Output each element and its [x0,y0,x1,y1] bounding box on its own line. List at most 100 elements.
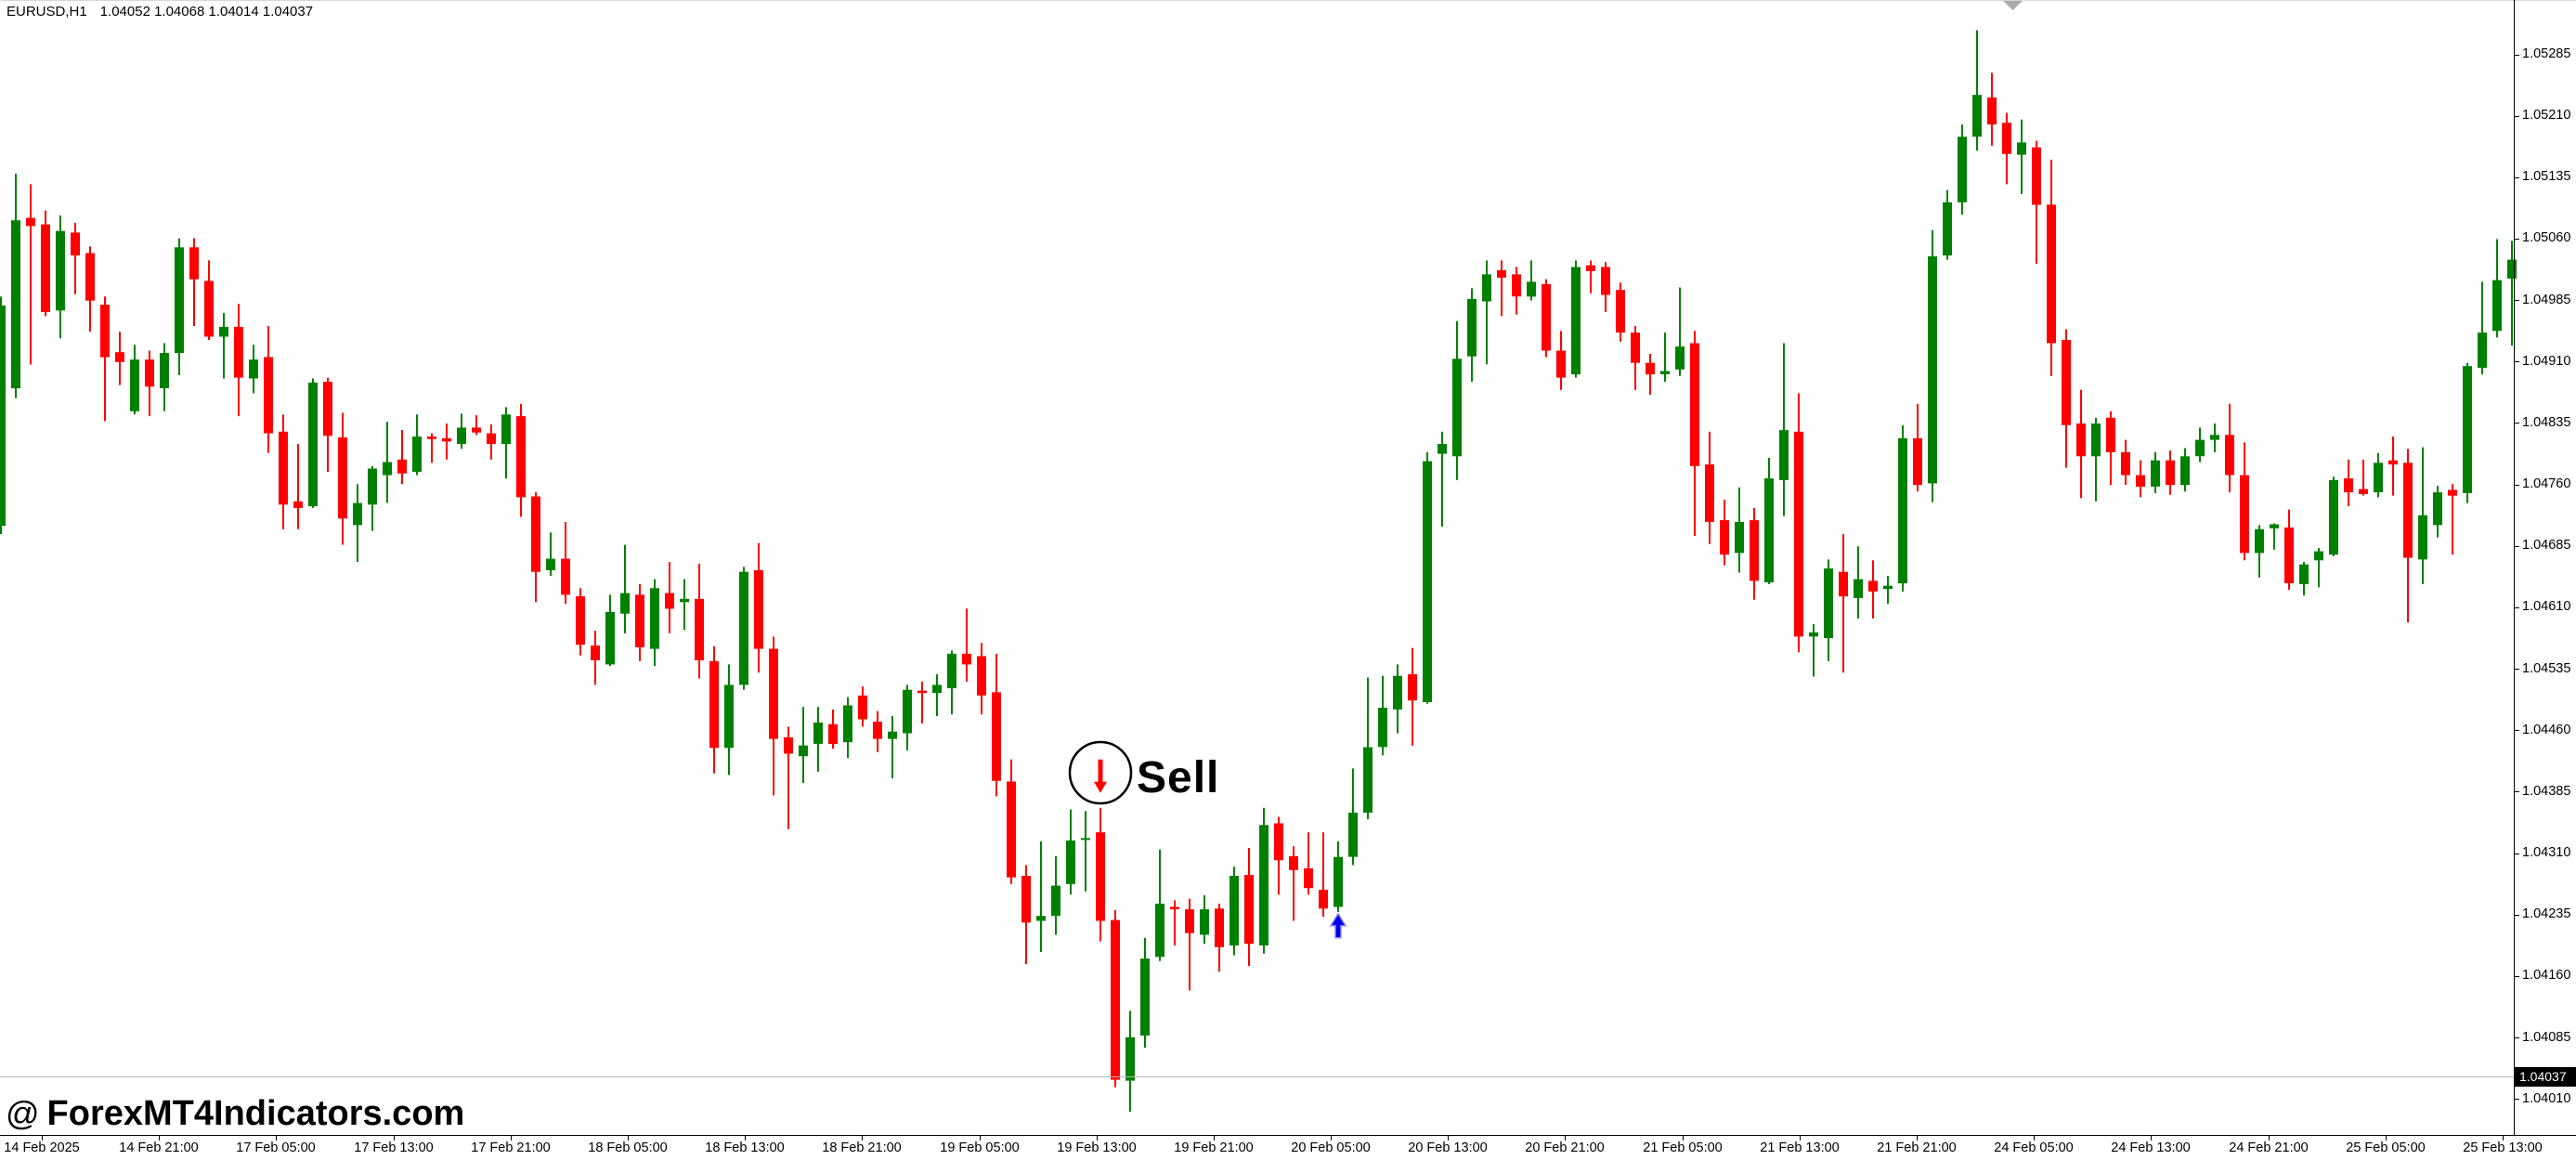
candle-body [26,217,35,227]
time-tick [2269,1135,2270,1140]
candle-wick [2511,241,2513,346]
candle-body [769,648,778,739]
candle-body [754,569,763,649]
candle-body [71,232,80,256]
price-axis-label: 1.04535 [2522,661,2571,676]
candle-body [2255,528,2264,554]
candle-wick [1174,900,1176,945]
price-axis-line [2514,0,2515,1136]
candle-body [2032,147,2041,205]
price-tick [2514,1037,2519,1038]
candle-body [1259,825,1268,945]
candle-body [917,690,927,694]
candle-wick [431,433,433,463]
candle-body [2210,435,2219,440]
time-axis-label: 20 Feb 21:00 [1525,1140,1605,1155]
candle-body [2136,475,2145,487]
time-tick [628,1135,629,1140]
candle-body [1601,267,1610,295]
candle-body [1140,958,1150,1036]
last-price-badge: 1.04037 [2514,1067,2576,1087]
candle-body [1244,875,1254,945]
candle-wick [2021,119,2023,194]
candle-body [1111,919,1120,1080]
candle-body [2091,424,2101,457]
candle-body [1883,585,1893,590]
candle-body [1928,256,1937,484]
candle-body [1542,284,1551,351]
price-axis-label: 1.04610 [2522,599,2571,614]
candle-wick [1813,624,1815,677]
candle-body [1690,343,1699,466]
candle-body [100,305,110,358]
price-tick [2514,423,2519,424]
price-tick [2514,55,2519,56]
time-tick [2151,1135,2152,1140]
candle-body [1007,781,1016,878]
candle-wick [802,707,804,784]
candle-wick [1085,811,1086,892]
candle-body [0,306,6,527]
price-axis-label: 1.05135 [2522,169,2571,184]
candle-body [2403,463,2413,558]
candle-body [2284,528,2294,583]
time-axis-label: 25 Feb 05:00 [2346,1140,2426,1155]
candle-wick [1783,343,1785,516]
candle-wick [1293,846,1295,921]
candle-body [457,427,466,444]
price-tick [2514,546,2519,547]
candle-wick [2362,459,2364,496]
candle-body [2121,451,2130,476]
candle-body [501,414,511,445]
candle-wick [297,444,299,529]
price-tick [2514,177,2519,178]
candle-wick [1441,431,1443,528]
candle-body [2329,479,2338,555]
price-axis-label: 1.04160 [2522,968,2571,983]
candle-body [1021,876,1031,923]
candle-body [2314,551,2323,561]
price-axis-label: 1.04385 [2522,784,2571,799]
price-axis-label: 1.04085 [2522,1030,2571,1045]
candle-body [1779,430,1789,480]
price-tick [2514,791,2519,792]
candle-wick [1501,260,1503,317]
candle-body [531,496,540,572]
candle-body [2448,489,2457,496]
candle-body [1081,838,1090,841]
candle-body [2195,439,2205,457]
price-axis-label: 1.04835 [2522,415,2571,430]
candle-wick [1530,260,1532,301]
candle-body [1616,290,1625,333]
time-axis-label: 24 Feb 21:00 [2229,1140,2309,1155]
candle-body [1586,265,1595,271]
candle-body [1215,908,1224,947]
candle-body [1512,274,1521,297]
candle-wick [787,726,789,829]
candle-body [992,692,1001,781]
candle-body [1452,358,1462,457]
candle-body [977,656,986,696]
time-axis-label: 21 Feb 13:00 [1760,1140,1840,1155]
candle-body [546,558,555,570]
time-axis-label: 20 Feb 13:00 [1408,1140,1488,1155]
candle-body [1363,747,1373,814]
last-price-line [0,1076,2514,1077]
watermark-brand-text: ForexMT4Indicators.com [46,1094,465,1133]
candle-wick [2273,523,2275,550]
candle-body [264,357,273,434]
candle-body [2047,204,2056,344]
time-axis-label: 19 Feb 13:00 [1057,1140,1137,1155]
watermark-at-sign: @ [6,1094,40,1132]
price-axis-label: 1.04010 [2522,1091,2571,1106]
candle-body [1229,876,1239,945]
candle-body [353,502,362,526]
chart-shift-triangle-icon[interactable] [2003,1,2023,10]
candle-body [472,427,481,433]
candle-body [1660,371,1670,374]
candle-body [2151,460,2160,487]
candle-body [323,382,332,437]
candle-body [1913,437,1922,486]
candle-body [724,684,734,749]
